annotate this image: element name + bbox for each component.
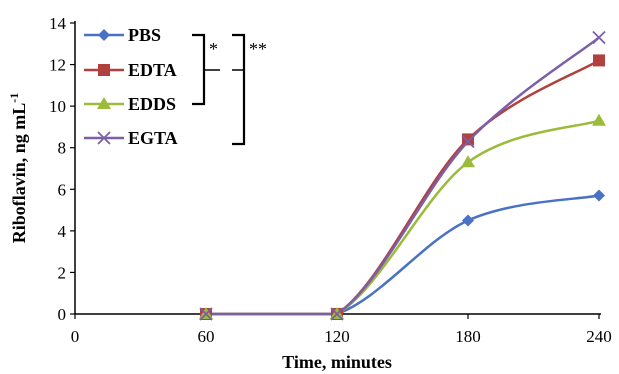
series-line-edta [206, 59, 600, 316]
y-axis-ticks: 0 2 4 6 8 10 12 14 [49, 14, 75, 324]
legend-marker [97, 131, 111, 145]
legend: PBS EDTA EDDS EGTA [84, 25, 178, 148]
data-point-egta [592, 30, 606, 45]
legend-item-edta: EDTA [84, 60, 177, 80]
y-tick-label: 12 [49, 56, 66, 75]
data-point-pbs [593, 189, 605, 202]
x-tick-label: 180 [455, 327, 481, 346]
data-point-egta [199, 307, 213, 321]
legend-label: EGTA [128, 128, 178, 148]
significance-brackets: * ** [192, 33, 267, 146]
legend-marker [98, 29, 110, 41]
bracket-outer [232, 33, 246, 146]
y-tick-label: 2 [58, 263, 67, 282]
legend-item-egta: EGTA [84, 128, 178, 148]
x-tick-label: 240 [586, 327, 612, 346]
legend-marker [98, 64, 110, 76]
bracket-inner [192, 33, 206, 106]
legend-marker [97, 97, 111, 109]
series-markers [199, 30, 606, 321]
data-point-egta-stroke [330, 307, 344, 321]
data-point-edta [462, 133, 474, 146]
y-tick-label: 6 [58, 180, 67, 199]
y-axis-title-superscript: -1 [7, 93, 21, 103]
y-axis-title-main: Riboflavin, ng mL [9, 103, 29, 244]
data-point-pbs [462, 214, 474, 227]
y-axis-title: Riboflavin, ng mL-1 [7, 93, 29, 244]
legend-item-pbs: PBS [84, 25, 161, 45]
series-line-pbs [206, 194, 600, 316]
data-point-egta [461, 134, 475, 149]
significance-label: * [209, 39, 218, 59]
data-point-edta [593, 54, 605, 67]
y-tick-label: 0 [58, 305, 67, 324]
x-tick-label: 120 [324, 327, 350, 346]
x-tick-label: 60 [198, 327, 215, 346]
x-tick-label: 0 [71, 327, 80, 346]
data-point-egta-stroke [461, 134, 475, 149]
legend-item-edds: EDDS [84, 94, 176, 114]
x-axis-ticks: 0 60 120 180 240 [71, 314, 612, 346]
series-line-edds [206, 119, 600, 316]
y-tick-label: 14 [49, 14, 67, 33]
series-line-egta [206, 36, 600, 316]
data-point-egta-stroke [199, 307, 213, 321]
data-point-egta [330, 307, 344, 321]
legend-label: EDTA [128, 60, 177, 80]
legend-label: PBS [128, 25, 161, 45]
y-tick-label: 4 [58, 222, 67, 241]
y-tick-label: 8 [58, 139, 67, 158]
data-point-edds [461, 155, 475, 168]
data-point-edds [592, 113, 606, 126]
y-tick-label: 10 [49, 97, 66, 116]
significance-label: ** [249, 39, 267, 59]
x-axis-title: Time, minutes [282, 352, 392, 372]
data-point-egta-stroke [592, 30, 606, 45]
series-lines [206, 36, 600, 316]
legend-label: EDDS [128, 94, 176, 114]
legend-marker-stroke [97, 131, 111, 145]
